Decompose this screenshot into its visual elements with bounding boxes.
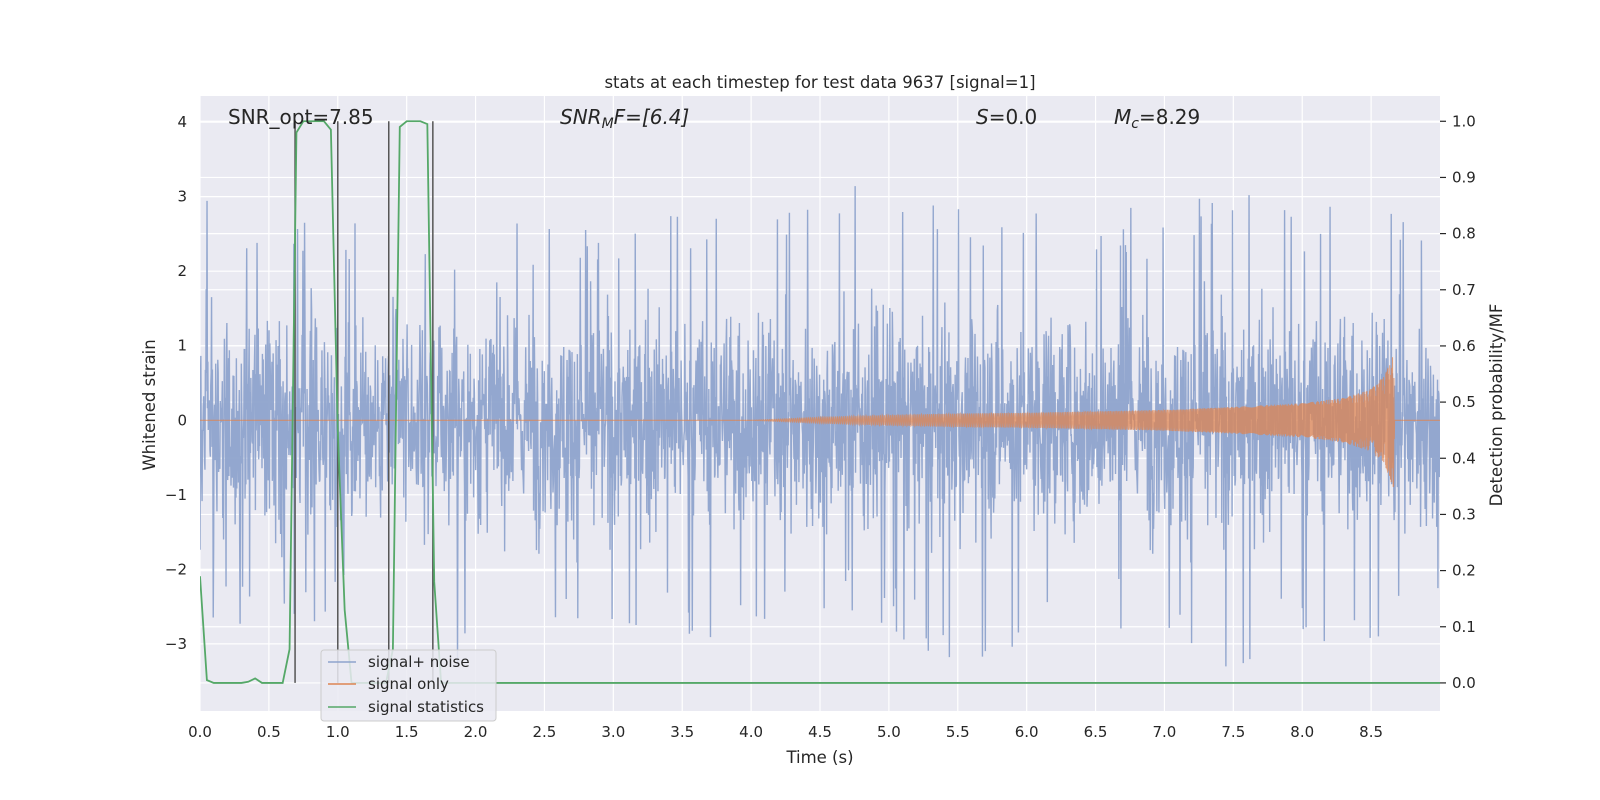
- legend-label-signal-noise: signal+ noise: [368, 653, 470, 671]
- y2-tick-label: 0.7: [1452, 281, 1476, 299]
- y-tick-label: 4: [177, 113, 187, 131]
- signal-noise-series: [200, 186, 1440, 667]
- signal-noise-line: [200, 186, 1440, 667]
- y-tick-label: −1: [165, 486, 187, 504]
- y2-tick-label: 0.0: [1452, 674, 1476, 692]
- x-tick-label: 3.5: [670, 723, 694, 741]
- y2-tick-label: 0.4: [1452, 449, 1476, 467]
- x-tick-label: 8.5: [1359, 723, 1383, 741]
- x-tick-label: 0.5: [257, 723, 281, 741]
- x-tick-label: 5.0: [877, 723, 901, 741]
- s-annotation: S=0.0: [976, 105, 1037, 129]
- x-tick-label: 2.0: [464, 723, 488, 741]
- signal-only-line: [200, 357, 1440, 488]
- x-tick-label: 2.5: [533, 723, 557, 741]
- y2-tick-label: 0.9: [1452, 168, 1476, 186]
- y2-tick-labels: 0.0 0.1 0.2 0.3 0.4 0.5 0.6 0.7 0.8 0.9 1.0: [1440, 112, 1476, 692]
- plot-area: [200, 120, 1440, 684]
- legend-label-signal-statistics: signal statistics: [368, 698, 484, 716]
- y2-tick-label: 0.6: [1452, 337, 1476, 355]
- x-tick-label: 8.0: [1290, 723, 1314, 741]
- y-axis-label: Whitened strain: [140, 339, 159, 470]
- x-tick-label: 1.5: [395, 723, 419, 741]
- y2-tick-label: 0.5: [1452, 393, 1476, 411]
- y-tick-label: 0: [177, 411, 187, 429]
- y2-axis-label: Detection probability/MF: [1487, 304, 1506, 507]
- y2-tick-label: 0.2: [1452, 562, 1476, 580]
- y2-tick-label: 1.0: [1452, 112, 1476, 130]
- y-tick-labels: −3 −2 −1 0 1 2 3 4: [165, 113, 187, 653]
- legend-box: [320, 649, 497, 722]
- y2-tick-label: 0.1: [1452, 618, 1476, 636]
- x-tick-label: 0.0: [188, 723, 212, 741]
- x-tick-label: 3.0: [601, 723, 625, 741]
- snr-opt-annotation: SNR_opt=7.85: [228, 105, 374, 129]
- legend-label-signal-only: signal only: [368, 675, 449, 693]
- y-tick-label: 1: [177, 337, 187, 355]
- mc-annotation: Mc=8.29: [1114, 105, 1200, 132]
- x-tick-labels: 0.0 0.5 1.0 1.5 2.0 2.5 3.0 3.5 4.0 4.5 5.0 5.5 6.0 6…: [188, 723, 1383, 741]
- y-tick-label: 2: [177, 262, 187, 280]
- y-tick-label: −3: [165, 635, 187, 653]
- y2-tick-label: 0.3: [1452, 505, 1476, 523]
- x-tick-label: 7.5: [1221, 723, 1245, 741]
- x-tick-label: 7.0: [1153, 723, 1177, 741]
- x-tick-label: 4.5: [808, 723, 832, 741]
- x-tick-label: 4.0: [739, 723, 763, 741]
- signal-statistics-series: [200, 120, 1440, 684]
- y-tick-label: 3: [177, 188, 187, 206]
- x-tick-label: 5.5: [946, 723, 970, 741]
- signal-statistics-line: [200, 120, 1440, 684]
- x-tick-label: 1.0: [326, 723, 350, 741]
- y2-tick-label: 0.8: [1452, 225, 1476, 243]
- snr-mf-annotation: SNRMF=[6.4]: [560, 105, 689, 132]
- legend: signal+ noise signal only signal statist…: [320, 649, 497, 722]
- x-axis-label: Time (s): [785, 748, 853, 767]
- x-tick-label: 6.5: [1084, 723, 1108, 741]
- chart-title: stats at each timestep for test data 963…: [604, 73, 1035, 92]
- signal-only-series: [200, 357, 1440, 488]
- y-tick-label: −2: [165, 560, 187, 578]
- x-tick-label: 6.0: [1015, 723, 1039, 741]
